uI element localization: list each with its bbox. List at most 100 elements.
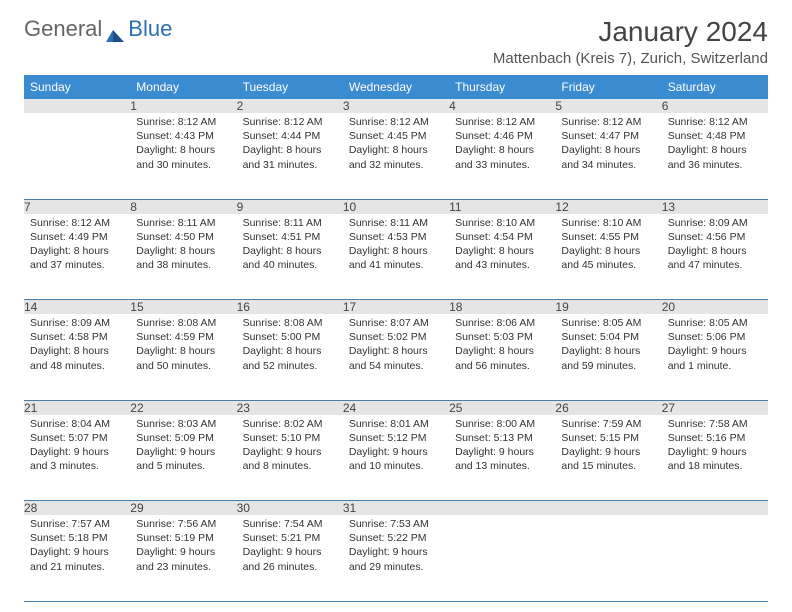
daylight-line: Daylight: 9 hours and 3 minutes. <box>30 445 124 473</box>
logo-mark-icon <box>106 22 126 36</box>
day-details: Sunrise: 8:11 AMSunset: 4:53 PMDaylight:… <box>343 214 449 279</box>
day-details: Sunrise: 7:54 AMSunset: 5:21 PMDaylight:… <box>237 515 343 580</box>
sunrise-line: Sunrise: 8:12 AM <box>561 115 655 129</box>
daylight-line: Daylight: 8 hours and 45 minutes. <box>561 244 655 272</box>
day-number: 21 <box>24 400 130 415</box>
sunset-line: Sunset: 4:50 PM <box>136 230 230 244</box>
day-number <box>662 501 768 516</box>
sunrise-line: Sunrise: 8:11 AM <box>349 216 443 230</box>
day-cell: Sunrise: 7:59 AMSunset: 5:15 PMDaylight:… <box>555 415 661 501</box>
sunset-line: Sunset: 5:04 PM <box>561 330 655 344</box>
day-cell: Sunrise: 8:12 AMSunset: 4:45 PMDaylight:… <box>343 113 449 199</box>
calendar-table: Sunday Monday Tuesday Wednesday Thursday… <box>24 75 768 602</box>
day-cell: Sunrise: 8:04 AMSunset: 5:07 PMDaylight:… <box>24 415 130 501</box>
sunset-line: Sunset: 5:13 PM <box>455 431 549 445</box>
day-cell: Sunrise: 8:12 AMSunset: 4:46 PMDaylight:… <box>449 113 555 199</box>
weekday-header: Friday <box>555 75 661 99</box>
day-number: 5 <box>555 99 661 113</box>
day-number: 16 <box>237 300 343 315</box>
day-details: Sunrise: 8:12 AMSunset: 4:46 PMDaylight:… <box>449 113 555 178</box>
day-details: Sunrise: 8:09 AMSunset: 4:56 PMDaylight:… <box>662 214 768 279</box>
weekday-header: Saturday <box>662 75 768 99</box>
day-details: Sunrise: 8:07 AMSunset: 5:02 PMDaylight:… <box>343 314 449 379</box>
location: Mattenbach (Kreis 7), Zurich, Switzerlan… <box>493 50 768 67</box>
day-cell: Sunrise: 7:58 AMSunset: 5:16 PMDaylight:… <box>662 415 768 501</box>
sunrise-line: Sunrise: 7:56 AM <box>136 517 230 531</box>
day-details: Sunrise: 7:59 AMSunset: 5:15 PMDaylight:… <box>555 415 661 480</box>
daylight-line: Daylight: 8 hours and 54 minutes. <box>349 344 443 372</box>
day-details: Sunrise: 8:10 AMSunset: 4:54 PMDaylight:… <box>449 214 555 279</box>
day-details <box>555 515 661 523</box>
sunrise-line: Sunrise: 8:12 AM <box>30 216 124 230</box>
day-details: Sunrise: 8:06 AMSunset: 5:03 PMDaylight:… <box>449 314 555 379</box>
sunrise-line: Sunrise: 7:58 AM <box>668 417 762 431</box>
day-number: 18 <box>449 300 555 315</box>
sunset-line: Sunset: 5:19 PM <box>136 531 230 545</box>
week-row: Sunrise: 8:04 AMSunset: 5:07 PMDaylight:… <box>24 415 768 501</box>
day-number: 8 <box>130 199 236 214</box>
sunset-line: Sunset: 5:02 PM <box>349 330 443 344</box>
sunrise-line: Sunrise: 7:59 AM <box>561 417 655 431</box>
sunrise-line: Sunrise: 8:12 AM <box>136 115 230 129</box>
sunset-line: Sunset: 4:44 PM <box>243 129 337 143</box>
sunset-line: Sunset: 5:18 PM <box>30 531 124 545</box>
logo: General Blue <box>24 16 172 42</box>
daylight-line: Daylight: 9 hours and 18 minutes. <box>668 445 762 473</box>
day-number: 7 <box>24 199 130 214</box>
day-number <box>449 501 555 516</box>
sunrise-line: Sunrise: 8:11 AM <box>243 216 337 230</box>
day-cell: Sunrise: 8:11 AMSunset: 4:51 PMDaylight:… <box>237 214 343 300</box>
day-cell: Sunrise: 7:57 AMSunset: 5:18 PMDaylight:… <box>24 515 130 601</box>
sunrise-line: Sunrise: 8:09 AM <box>30 316 124 330</box>
day-number <box>24 99 130 113</box>
sunset-line: Sunset: 5:21 PM <box>243 531 337 545</box>
day-details: Sunrise: 8:12 AMSunset: 4:45 PMDaylight:… <box>343 113 449 178</box>
day-number: 30 <box>237 501 343 516</box>
day-details: Sunrise: 8:09 AMSunset: 4:58 PMDaylight:… <box>24 314 130 379</box>
sunset-line: Sunset: 4:48 PM <box>668 129 762 143</box>
sunrise-line: Sunrise: 8:01 AM <box>349 417 443 431</box>
sunrise-line: Sunrise: 8:05 AM <box>668 316 762 330</box>
day-details: Sunrise: 8:12 AMSunset: 4:48 PMDaylight:… <box>662 113 768 178</box>
sunset-line: Sunset: 4:46 PM <box>455 129 549 143</box>
day-number: 13 <box>662 199 768 214</box>
day-details: Sunrise: 7:53 AMSunset: 5:22 PMDaylight:… <box>343 515 449 580</box>
daylight-line: Daylight: 8 hours and 41 minutes. <box>349 244 443 272</box>
daylight-line: Daylight: 8 hours and 32 minutes. <box>349 143 443 171</box>
sunset-line: Sunset: 5:12 PM <box>349 431 443 445</box>
day-number: 22 <box>130 400 236 415</box>
sunrise-line: Sunrise: 7:53 AM <box>349 517 443 531</box>
day-details <box>24 113 130 121</box>
title-block: January 2024 Mattenbach (Kreis 7), Zuric… <box>493 16 768 67</box>
sunrise-line: Sunrise: 7:57 AM <box>30 517 124 531</box>
day-cell <box>449 515 555 601</box>
daylight-line: Daylight: 8 hours and 30 minutes. <box>136 143 230 171</box>
daylight-line: Daylight: 8 hours and 36 minutes. <box>668 143 762 171</box>
sunrise-line: Sunrise: 8:11 AM <box>136 216 230 230</box>
day-cell: Sunrise: 8:09 AMSunset: 4:58 PMDaylight:… <box>24 314 130 400</box>
sunset-line: Sunset: 4:54 PM <box>455 230 549 244</box>
daylight-line: Daylight: 9 hours and 29 minutes. <box>349 545 443 573</box>
sunrise-line: Sunrise: 8:12 AM <box>455 115 549 129</box>
day-details: Sunrise: 8:12 AMSunset: 4:47 PMDaylight:… <box>555 113 661 178</box>
day-cell: Sunrise: 8:08 AMSunset: 4:59 PMDaylight:… <box>130 314 236 400</box>
daylight-line: Daylight: 8 hours and 59 minutes. <box>561 344 655 372</box>
day-details: Sunrise: 8:03 AMSunset: 5:09 PMDaylight:… <box>130 415 236 480</box>
day-cell: Sunrise: 8:11 AMSunset: 4:53 PMDaylight:… <box>343 214 449 300</box>
sunset-line: Sunset: 5:06 PM <box>668 330 762 344</box>
daylight-line: Daylight: 8 hours and 47 minutes. <box>668 244 762 272</box>
day-number: 27 <box>662 400 768 415</box>
day-cell <box>662 515 768 601</box>
daylight-line: Daylight: 8 hours and 33 minutes. <box>455 143 549 171</box>
sunrise-line: Sunrise: 8:08 AM <box>243 316 337 330</box>
daylight-line: Daylight: 9 hours and 10 minutes. <box>349 445 443 473</box>
day-number: 4 <box>449 99 555 113</box>
sunrise-line: Sunrise: 8:07 AM <box>349 316 443 330</box>
daylight-line: Daylight: 9 hours and 13 minutes. <box>455 445 549 473</box>
sunrise-line: Sunrise: 8:10 AM <box>561 216 655 230</box>
day-cell: Sunrise: 8:11 AMSunset: 4:50 PMDaylight:… <box>130 214 236 300</box>
sunset-line: Sunset: 5:09 PM <box>136 431 230 445</box>
sunset-line: Sunset: 4:55 PM <box>561 230 655 244</box>
day-cell: Sunrise: 8:12 AMSunset: 4:47 PMDaylight:… <box>555 113 661 199</box>
day-number: 20 <box>662 300 768 315</box>
